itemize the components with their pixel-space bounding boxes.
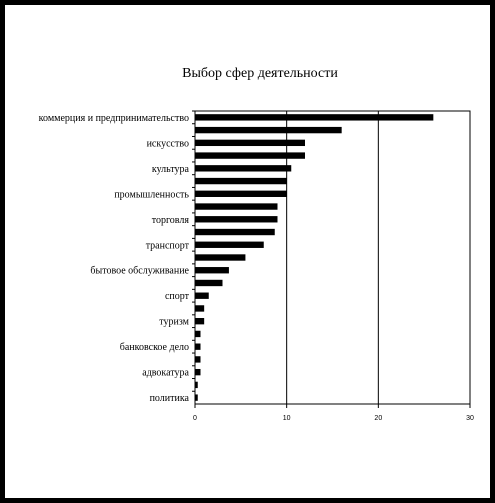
bar	[195, 343, 201, 350]
bar	[195, 330, 201, 338]
x-tick-label: 10	[283, 415, 291, 422]
bar	[195, 381, 198, 389]
bar	[195, 305, 205, 312]
x-tick-label: 30	[466, 415, 474, 422]
bar	[195, 114, 434, 121]
bar	[195, 177, 287, 185]
bar	[195, 254, 246, 261]
bar	[195, 190, 287, 197]
category-label: спорт	[165, 291, 190, 302]
bars	[195, 114, 434, 401]
x-tick-label: 0	[193, 415, 197, 422]
category-label: искусство	[147, 138, 189, 149]
bar	[195, 394, 198, 401]
category-label: коммерция и предпринимательство	[39, 113, 189, 124]
bar	[195, 203, 278, 210]
axes	[192, 110, 471, 408]
bar	[195, 216, 278, 223]
x-tick-labels: 0 10 20 30	[193, 415, 474, 422]
category-label: бытовое обслуживание	[90, 266, 189, 277]
bar	[195, 356, 201, 363]
bar	[195, 228, 275, 236]
x-tick-label: 20	[374, 415, 382, 422]
category-label: политика	[150, 393, 190, 404]
category-labels: коммерция и предпринимательство искусство…	[39, 113, 190, 404]
chart-title: Выбор сфер деятельности	[182, 66, 338, 81]
gridlines	[286, 111, 379, 404]
category-label: туризм	[159, 317, 189, 328]
bar	[195, 279, 223, 287]
bar	[195, 241, 264, 248]
bar	[195, 139, 305, 147]
bar	[195, 292, 209, 299]
bar	[195, 152, 305, 159]
category-label: адвокатура	[142, 368, 189, 379]
chart-frame: Выбор сфер деятельности коммерция и пред…	[5, 5, 490, 498]
category-label: торговля	[152, 215, 190, 226]
bar	[195, 318, 205, 325]
category-label: культура	[152, 164, 190, 175]
bar-chart: Выбор сфер деятельности коммерция и пред…	[39, 66, 474, 422]
category-label: промышленность	[114, 189, 189, 200]
category-label: транспорт	[146, 240, 190, 251]
plot-area-border	[194, 110, 471, 405]
bar	[195, 368, 201, 376]
category-label: банковское дело	[120, 342, 189, 353]
bar	[195, 126, 342, 134]
bar	[195, 267, 229, 274]
bar	[195, 165, 292, 172]
